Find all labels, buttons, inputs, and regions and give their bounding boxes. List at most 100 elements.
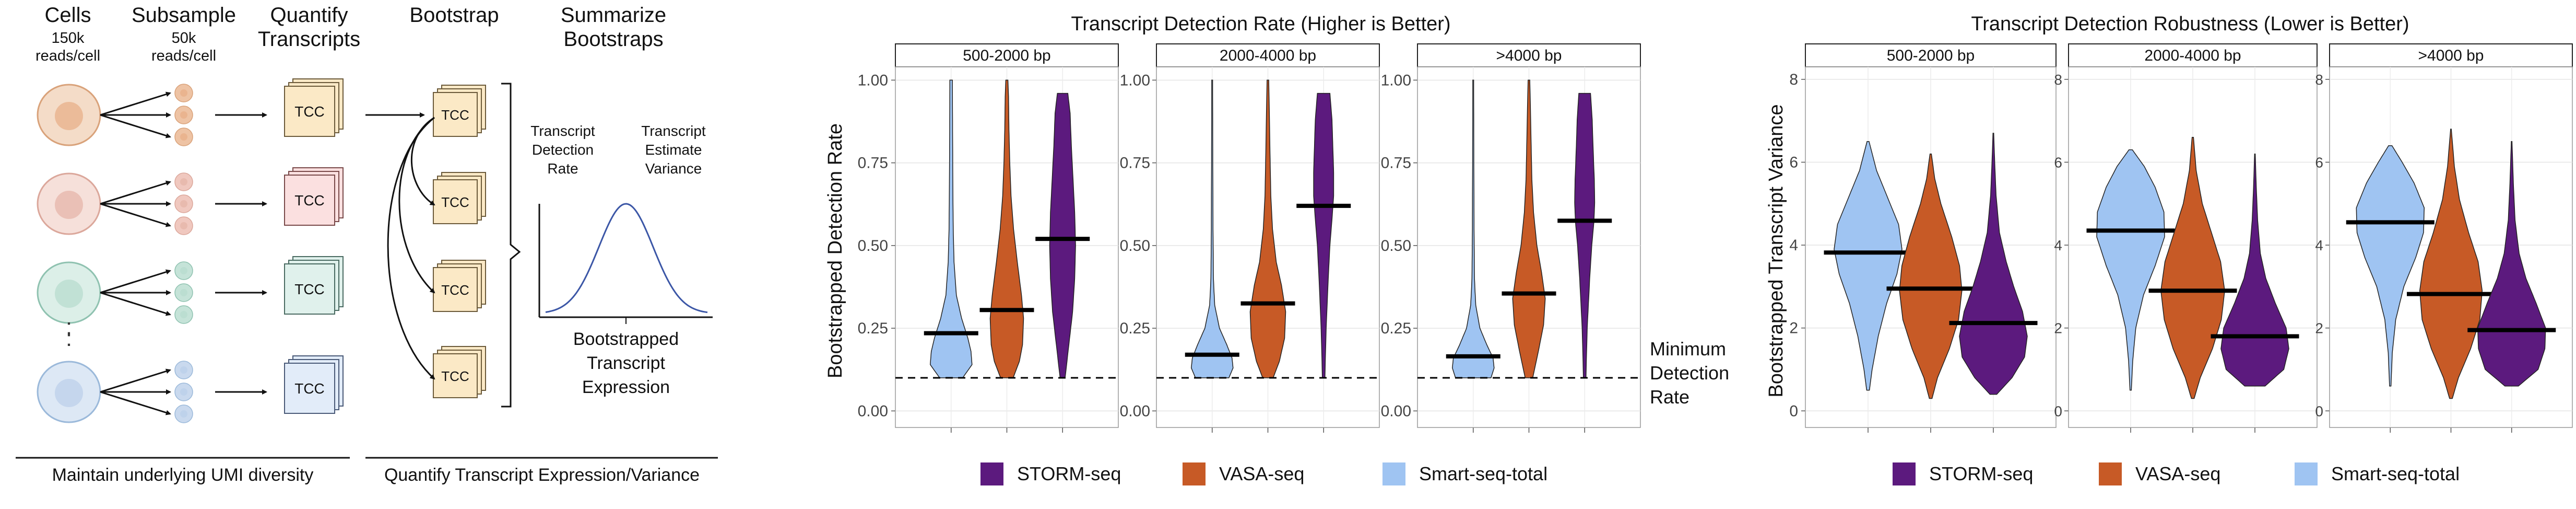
subsample-read-core bbox=[180, 388, 187, 396]
header-summarize-line1: Summarize bbox=[561, 4, 666, 27]
y-tick-label: 0.75 bbox=[1120, 155, 1150, 172]
bootstrap-tcc-label: TCC bbox=[441, 107, 469, 123]
y-tick-label: 2 bbox=[2054, 320, 2062, 337]
y-tick-label: 0.50 bbox=[1120, 237, 1150, 254]
header-cells-reads: 150k bbox=[52, 30, 85, 47]
legend-label: Smart-seq-total bbox=[2331, 463, 2460, 484]
subsample-arrow bbox=[100, 292, 171, 316]
bootstrap-arrow-2 bbox=[398, 117, 435, 294]
facet-strip-label: 2000-4000 bp bbox=[1220, 47, 1316, 64]
y-tick-label: 6 bbox=[2315, 154, 2323, 170]
legend-swatch bbox=[1183, 462, 1206, 485]
bootstrap-tcc-label: TCC bbox=[441, 194, 469, 210]
facet-strip bbox=[2329, 43, 2573, 67]
header-bootstrap: Bootstrap bbox=[409, 4, 499, 27]
facet-strip bbox=[1156, 43, 1380, 67]
y-tick-label: 0.00 bbox=[1120, 402, 1150, 420]
legend-label: STORM-seq bbox=[1017, 463, 1121, 484]
legend-swatch bbox=[2295, 462, 2318, 485]
violin bbox=[1191, 79, 1234, 378]
tcc-box-label: TCC bbox=[294, 103, 325, 120]
facet-strip-label: 500-2000 bp bbox=[963, 47, 1051, 64]
footer-left-caption: Maintain underlying UMI diversity bbox=[52, 465, 314, 485]
violin bbox=[1452, 79, 1495, 378]
expression-distribution-curve bbox=[545, 203, 708, 314]
facet-2: 2000-4000 bp 0 2 4 6 8 bbox=[2054, 43, 2318, 433]
legend-swatch bbox=[2099, 462, 2122, 485]
bootstrap-tcc-front bbox=[433, 267, 478, 312]
y-tick-label: 0.00 bbox=[858, 402, 888, 420]
subsample-arrow bbox=[100, 91, 171, 116]
metric-detection-line1: Transcript bbox=[530, 123, 595, 139]
workflow-panel: Cells 150k reads/cell Subsample 50k read… bbox=[16, 4, 718, 485]
facet-3: >4000 bp 0.00 0.25 0.50 0.75 1.00 bbox=[1381, 43, 1641, 433]
min-detection-label: Detection bbox=[1650, 362, 1729, 384]
facet-3: >4000 bp 0 2 4 6 8 bbox=[2315, 43, 2573, 433]
tcc-box-front bbox=[284, 175, 335, 226]
y-tick-label: 1.00 bbox=[1120, 72, 1150, 89]
header-subsample-unit: reads/cell bbox=[151, 48, 216, 64]
subsample-read-core bbox=[180, 133, 187, 141]
y-tick-label: 0.50 bbox=[858, 237, 888, 254]
curve-label-line2: Transcript bbox=[587, 353, 665, 373]
y-tick-label: 0 bbox=[2054, 403, 2062, 419]
facet-strip bbox=[1417, 43, 1641, 67]
subsample-arrow bbox=[100, 368, 171, 393]
cell-ellipsis: : bbox=[66, 314, 72, 340]
y-tick-label: 0 bbox=[2315, 403, 2323, 419]
subsample-read-core bbox=[180, 222, 187, 229]
violin bbox=[2356, 145, 2425, 387]
chart-title: Transcript Detection Robustness (Lower i… bbox=[1971, 13, 2409, 35]
bootstrap-tcc-front bbox=[433, 92, 478, 137]
tcc-box-label: TCC bbox=[294, 380, 325, 397]
y-tick-label: 6 bbox=[1789, 154, 1798, 171]
violin bbox=[1834, 141, 1903, 391]
y-tick-label: 4 bbox=[2054, 237, 2062, 253]
header-quantify-line1: Quantify bbox=[270, 4, 348, 27]
header-summarize-line2: Bootstraps bbox=[563, 28, 663, 51]
facet-strip-label: 2000-4000 bp bbox=[2144, 47, 2241, 64]
facet-strip-label: >4000 bp bbox=[2418, 47, 2484, 64]
workflow-rows: TCC TCC TCC TCC TCC TCC TCC TCC bbox=[37, 78, 486, 423]
chart-2: Transcript Detection Robustness (Lower i… bbox=[1765, 13, 2573, 485]
tcc-box-label: TCC bbox=[294, 281, 325, 297]
y-tick-label: 6 bbox=[2054, 154, 2062, 170]
header-subsample-reads: 50k bbox=[172, 30, 196, 47]
violin bbox=[1959, 133, 2028, 395]
cell-nucleus-3 bbox=[55, 280, 83, 308]
charts-layer: Transcript Detection Rate (Higher is Bet… bbox=[824, 13, 2573, 485]
subsample-read-core bbox=[180, 267, 187, 274]
y-tick-label: 8 bbox=[2054, 72, 2062, 88]
subsample-read-core bbox=[180, 366, 187, 374]
facet-1: 500-2000 bp 0 2 4 6 8 bbox=[1789, 43, 2057, 433]
subsample-arrow bbox=[100, 114, 171, 138]
y-tick-label: 0.75 bbox=[858, 155, 888, 172]
min-detection-label: Minimum bbox=[1650, 338, 1726, 360]
y-tick-label: 0.75 bbox=[1381, 155, 1411, 172]
curve-label-line1: Bootstrapped bbox=[573, 329, 679, 349]
violin bbox=[1313, 92, 1334, 378]
metric-detection-line3: Rate bbox=[547, 160, 578, 177]
y-tick-label: 0.25 bbox=[1381, 320, 1411, 337]
cell-ellipsis-2: : bbox=[66, 326, 72, 351]
chart-title: Transcript Detection Rate (Higher is Bet… bbox=[1071, 13, 1450, 35]
bootstrap-arrow-1 bbox=[411, 117, 435, 206]
violin bbox=[989, 79, 1024, 378]
legend-label: VASA-seq bbox=[2135, 463, 2220, 484]
bootstrap-tcc-label: TCC bbox=[441, 368, 469, 384]
y-tick-label: 0 bbox=[1789, 402, 1798, 420]
y-tick-label: 1.00 bbox=[858, 72, 888, 89]
min-detection-label: Rate bbox=[1650, 386, 1689, 408]
legend-swatch bbox=[1893, 462, 1916, 485]
cell-nucleus-2 bbox=[55, 191, 83, 219]
legend-label: VASA-seq bbox=[1219, 463, 1304, 484]
y-tick-label: 0.50 bbox=[1381, 237, 1411, 254]
cell-nucleus-1 bbox=[55, 102, 83, 130]
y-tick-label: 4 bbox=[2315, 237, 2323, 253]
facet-strip-label: 500-2000 bp bbox=[1887, 47, 1975, 64]
subsample-arrow bbox=[100, 269, 171, 294]
violin bbox=[1574, 92, 1596, 378]
footer-right-caption: Quantify Transcript Expression/Variance bbox=[384, 465, 700, 485]
facet-1: 500-2000 bp 0.00 0.25 0.50 0.75 1.00 bbox=[858, 43, 1119, 433]
